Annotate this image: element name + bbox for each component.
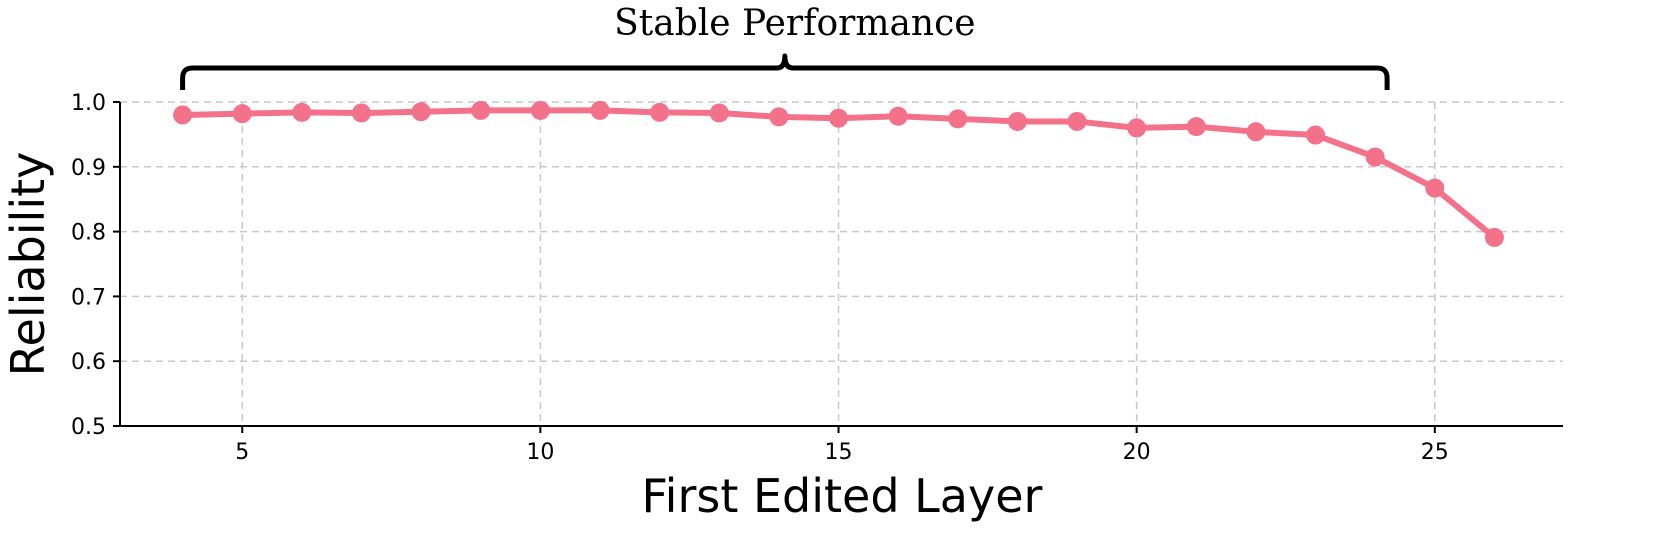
data-point	[590, 100, 610, 120]
annotation: Stable Performance	[180, 3, 1390, 90]
y-tick-label: 0.6	[71, 350, 106, 375]
data-point	[769, 107, 789, 127]
axes	[119, 102, 1563, 427]
annotation-label: Stable Performance	[614, 3, 975, 44]
data-point	[1484, 227, 1504, 247]
data-point	[351, 103, 371, 123]
data-point	[888, 106, 908, 126]
data-point	[530, 100, 550, 120]
y-axis-title: Reliability	[1, 152, 55, 377]
y-tick-label: 0.9	[71, 156, 106, 181]
ticks: 5 10 15 20 25 0.5 0.6 0.7 0.8 0.9 1.0	[71, 91, 1449, 465]
data-point	[173, 105, 193, 125]
data-point	[471, 100, 491, 120]
y-tick-label: 0.7	[71, 285, 106, 310]
data-point	[292, 102, 312, 122]
y-tick-label: 0.8	[71, 221, 106, 246]
data-point	[1246, 122, 1266, 142]
data-point	[1306, 125, 1326, 145]
data-point	[709, 103, 729, 123]
x-tick-label: 10	[526, 440, 554, 465]
data-point	[1127, 118, 1147, 138]
x-tick-label: 15	[825, 440, 853, 465]
data-point	[1186, 117, 1206, 137]
y-tick-label: 1.0	[71, 91, 106, 116]
data-point	[411, 102, 431, 122]
y-tick-label: 0.5	[71, 415, 106, 440]
grid	[120, 101, 1563, 426]
data-point	[1007, 111, 1027, 131]
data-point	[1067, 111, 1087, 131]
data-point	[650, 102, 670, 122]
data-point	[829, 108, 849, 128]
x-tick-label: 20	[1123, 440, 1151, 465]
annotation-brace	[180, 53, 1390, 90]
data-point	[1365, 147, 1385, 167]
x-axis-title: First Edited Layer	[642, 469, 1043, 523]
data-point	[232, 104, 252, 124]
series-layer	[173, 100, 1504, 247]
data-point	[948, 109, 968, 129]
data-point	[1425, 178, 1445, 198]
x-tick-label: 5	[235, 440, 249, 465]
x-tick-label: 25	[1421, 440, 1449, 465]
